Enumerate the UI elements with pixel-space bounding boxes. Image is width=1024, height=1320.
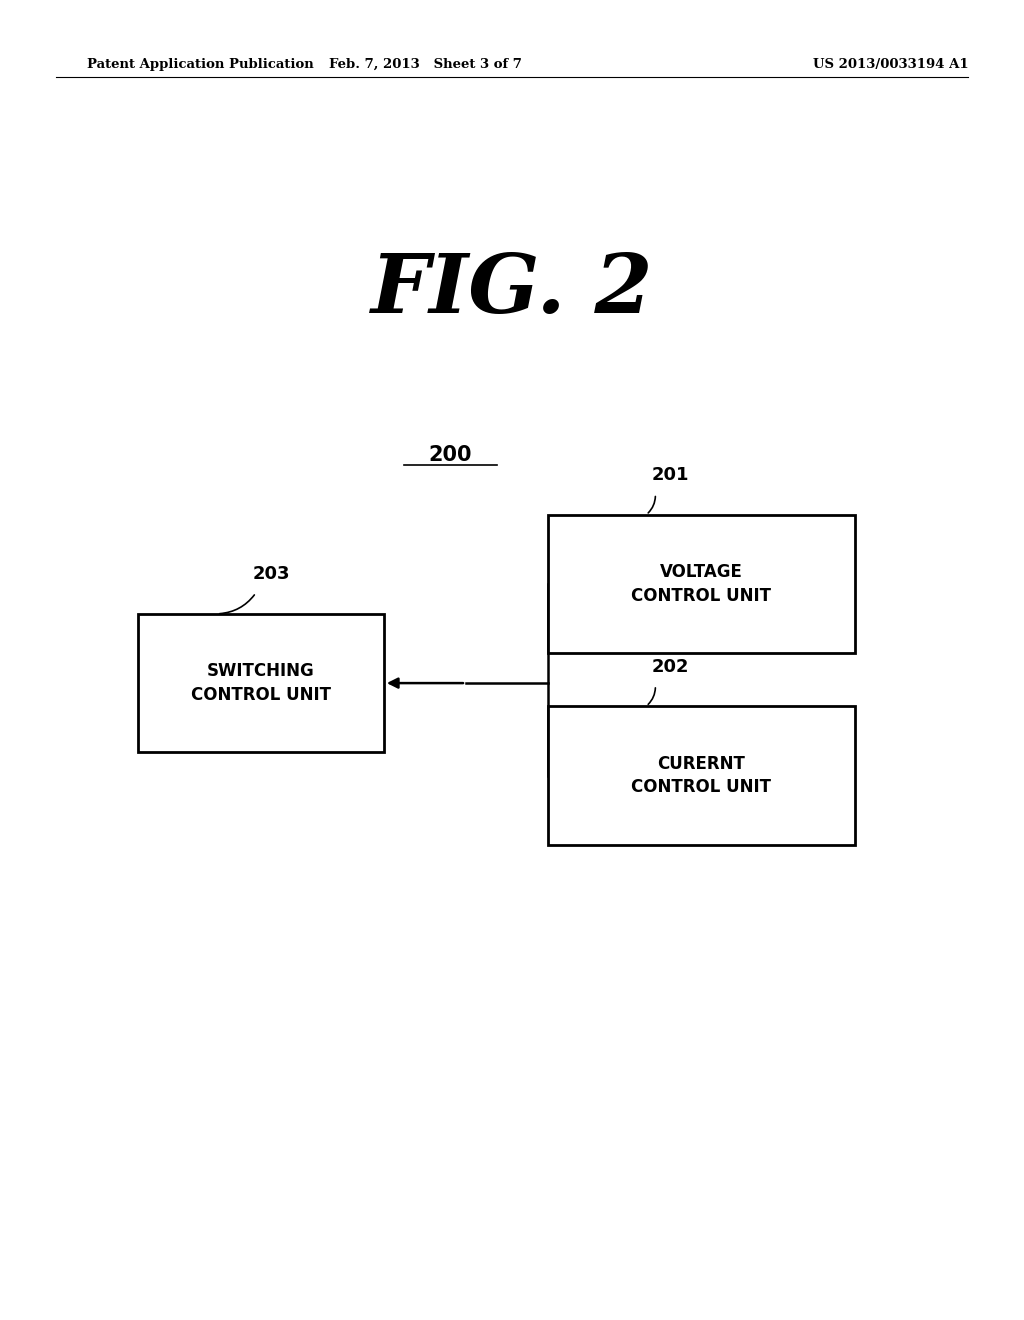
- Text: VOLTAGE
CONTROL UNIT: VOLTAGE CONTROL UNIT: [632, 564, 771, 605]
- Bar: [548, 515, 855, 653]
- Text: Patent Application Publication: Patent Application Publication: [87, 58, 313, 71]
- Text: 202: 202: [652, 657, 689, 676]
- Text: 203: 203: [253, 565, 290, 583]
- Text: Feb. 7, 2013   Sheet 3 of 7: Feb. 7, 2013 Sheet 3 of 7: [329, 58, 521, 71]
- Text: SWITCHING
CONTROL UNIT: SWITCHING CONTROL UNIT: [191, 663, 331, 704]
- Text: 201: 201: [652, 466, 689, 484]
- Bar: [138, 614, 384, 752]
- Bar: [548, 706, 855, 845]
- Text: CURERNT
CONTROL UNIT: CURERNT CONTROL UNIT: [632, 755, 771, 796]
- Text: US 2013/0033194 A1: US 2013/0033194 A1: [813, 58, 969, 71]
- Text: 200: 200: [429, 445, 472, 466]
- Text: FIG. 2: FIG. 2: [371, 251, 653, 330]
